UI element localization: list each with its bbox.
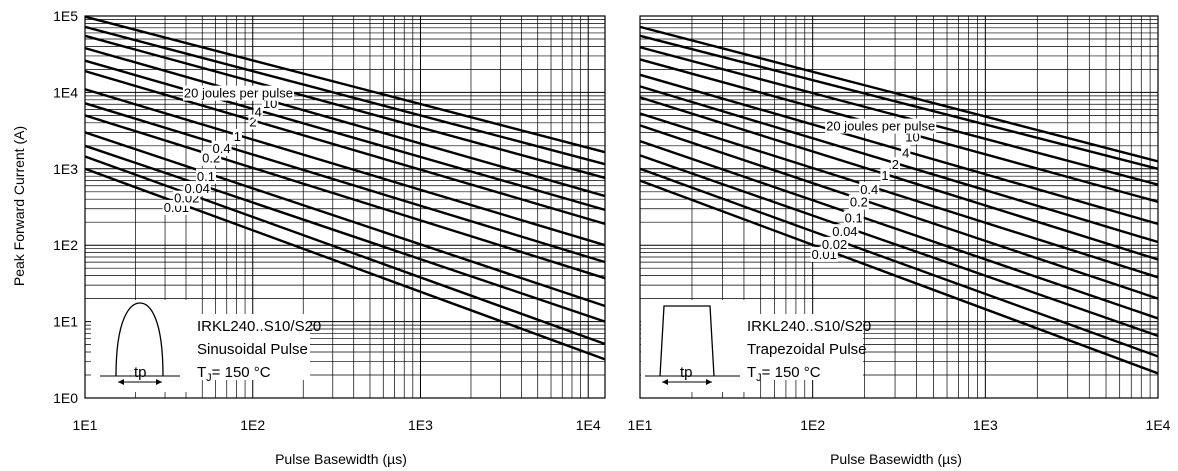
y-tick-label: 1E2 (53, 237, 78, 253)
svg-text:20 joules per pulse: 20 joules per pulse (184, 86, 293, 101)
waveform-label: Sinusoidal Pulse (197, 341, 308, 358)
curve-line (84, 25, 606, 166)
curve-line (84, 155, 606, 346)
curve-line (639, 140, 1159, 320)
x-tick-label: 1E4 (576, 417, 601, 433)
svg-text:0.02: 0.02 (822, 237, 847, 252)
waveform-label: Trapezoidal Pulse (747, 341, 867, 358)
curve-label: 20 joules per pulse (825, 118, 937, 134)
pulse-info-box: tp IRKL240..S10/S20 Trapezoidal Pulse TJ… (641, 300, 871, 392)
curve-label: 1 (232, 129, 243, 145)
curve-label: 0.4 (859, 181, 880, 197)
svg-text:0.1: 0.1 (197, 169, 215, 184)
svg-text:4: 4 (255, 104, 262, 119)
sinusoidal-pulse-icon (115, 302, 164, 377)
curve-line (639, 34, 1159, 170)
x-tick-label: 1E3 (973, 417, 998, 433)
svg-text:0.4: 0.4 (860, 182, 878, 197)
curve-line (639, 96, 1159, 261)
curve-line (84, 59, 606, 212)
device-label: IRKL240..S10/S20 (747, 318, 871, 335)
x-tick-label: 1E2 (800, 417, 825, 433)
x-tick-label: 1E2 (240, 417, 265, 433)
svg-text:2: 2 (249, 115, 256, 130)
y-tick-label: 1E0 (53, 390, 78, 406)
svg-text:4: 4 (902, 145, 909, 160)
x-axis-label: Pulse Basewidth (µs) (275, 451, 407, 467)
curve-label: 2 (890, 157, 900, 173)
curve-label: 0.04 (183, 180, 211, 196)
y-tick-label: 1E4 (53, 84, 78, 100)
curve-line (84, 69, 606, 226)
curve-line (639, 73, 1159, 226)
curve-line (639, 154, 1159, 338)
curve-line (84, 34, 606, 180)
junction-temp-label: TJ= 150 °C (197, 364, 271, 384)
svg-text:0.4: 0.4 (213, 141, 231, 156)
curve-line (84, 144, 606, 323)
tp-label: tp (680, 364, 693, 381)
y-tick-label: 1E5 (53, 8, 78, 24)
svg-text:20 joules per pulse: 20 joules per pulse (826, 119, 935, 134)
svg-text:2: 2 (892, 157, 899, 172)
curve-label: 0.4 (211, 140, 232, 156)
curve-line (639, 46, 1159, 186)
curve-line (639, 25, 1159, 163)
tp-label: tp (134, 364, 147, 381)
junction-temp-label: TJ= 150 °C (747, 364, 821, 384)
curve-label: 0.1 (195, 168, 217, 184)
x-tick-label: 1E3 (408, 417, 433, 433)
x-tick-label: 1E1 (628, 417, 653, 433)
curve-label: 0.2 (848, 194, 869, 210)
pulse-info-box: tp IRKL240..S10/S20 Sinusoidal Pulse TJ=… (91, 300, 321, 392)
y-tick-label: 1E1 (53, 314, 78, 330)
svg-text:0.1: 0.1 (845, 210, 863, 225)
curve-label: 4 (901, 145, 911, 161)
curve-line (84, 114, 606, 280)
trapezoidal-pulse-icon (659, 305, 715, 377)
y-axis-label: Peak Forward Current (A) (11, 126, 27, 286)
x-axis-label: Pulse Basewidth (µs) (830, 451, 962, 467)
y-tick-label: 1E3 (53, 161, 78, 177)
curve-label: 1 (880, 168, 890, 184)
curve-line (84, 15, 606, 154)
curve-line (639, 179, 1159, 375)
curve-label: 0.1 (843, 210, 864, 226)
curve-label: 0.04 (831, 224, 859, 240)
curve-label: 20 joules per pulse (182, 85, 295, 101)
curve-line (639, 167, 1159, 358)
curve-label: 0.02 (820, 236, 849, 252)
curve-label: 2 (248, 114, 258, 130)
curve-line (84, 46, 606, 198)
curve-line (84, 131, 606, 308)
svg-text:0.04: 0.04 (185, 181, 210, 196)
svg-text:0.04: 0.04 (832, 224, 857, 239)
curve-line (84, 88, 606, 247)
svg-text:0.2: 0.2 (850, 195, 868, 210)
svg-text:1: 1 (234, 129, 241, 144)
curve-line (639, 112, 1159, 279)
svg-text:1: 1 (881, 168, 888, 183)
x-tick-label: 1E4 (1146, 417, 1171, 433)
curve-line (639, 124, 1159, 300)
device-label: IRKL240..S10/S20 (197, 318, 321, 335)
x-tick-label: 1E1 (73, 417, 98, 433)
curve-line (84, 102, 606, 264)
curve-label: 4 (253, 104, 263, 120)
